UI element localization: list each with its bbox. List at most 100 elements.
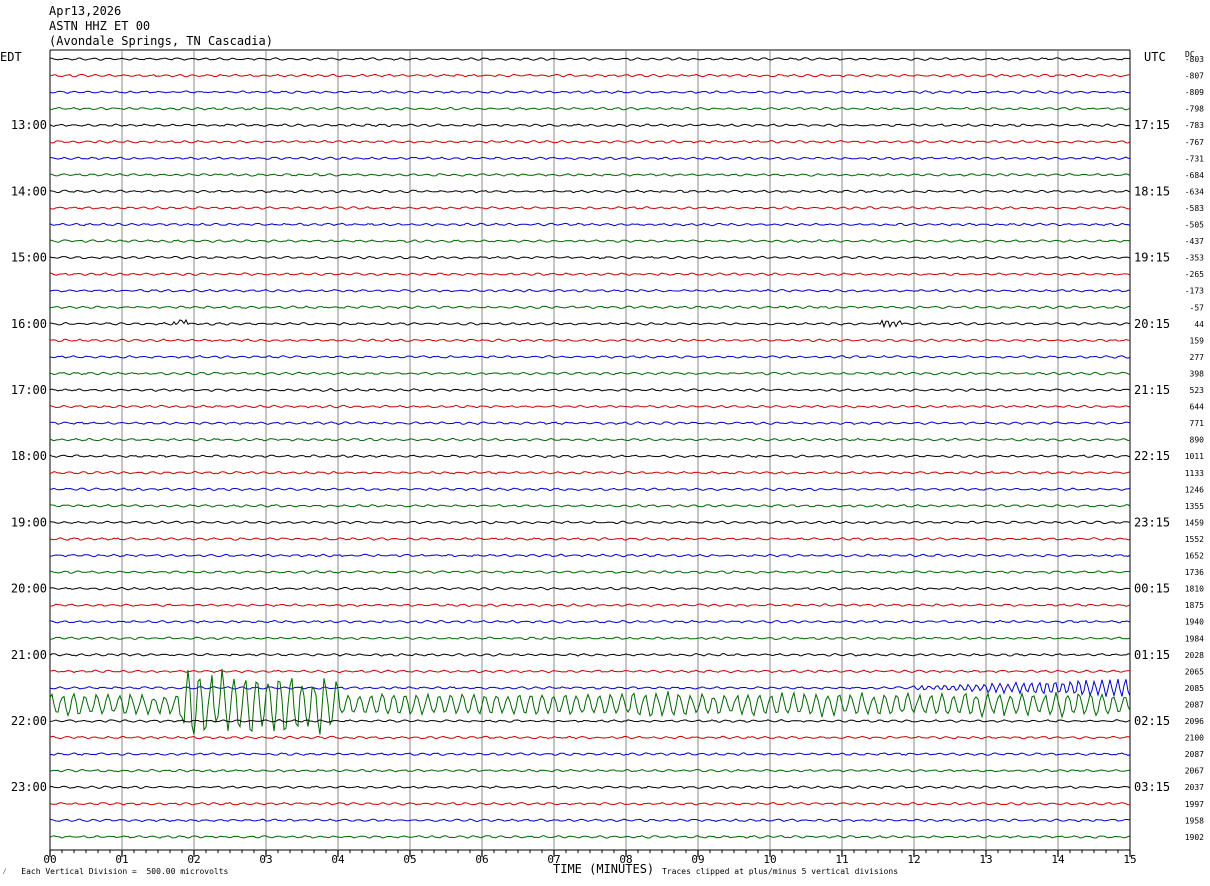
seismic-trace xyxy=(49,619,1131,624)
left-hour-label: 13:00 xyxy=(11,118,47,132)
x-tick-label: 06 xyxy=(475,853,488,866)
x-tick-label: 08 xyxy=(619,853,632,866)
axis-labels: 00 01 02 03 04 05 06 07 08 09 10 11 12 13 14 15-803-807… xyxy=(11,55,1204,866)
x-tick-label: 00 xyxy=(43,853,56,866)
dc-offset-label: -437 xyxy=(1185,237,1204,246)
seismic-trace xyxy=(49,355,1131,359)
dc-offset-label: -265 xyxy=(1185,270,1204,279)
seismic-trace xyxy=(49,835,1131,839)
dc-offset-label: -798 xyxy=(1185,105,1204,114)
dc-offset-label: 2085 xyxy=(1185,684,1204,693)
dc-offset-label: 44 xyxy=(1194,320,1204,329)
seismic-trace xyxy=(49,785,1131,790)
dc-offset-label: -731 xyxy=(1185,154,1204,163)
right-hour-label: 01:15 xyxy=(1134,648,1170,662)
seismic-trace xyxy=(49,189,1131,194)
left-hour-label: 22:00 xyxy=(11,714,47,728)
left-hour-label: 16:00 xyxy=(11,317,47,331)
x-tick-label: 05 xyxy=(403,853,416,866)
dc-offset-label: -353 xyxy=(1185,254,1204,263)
x-tick-label: 07 xyxy=(547,853,560,866)
dc-offset-label: 2067 xyxy=(1185,767,1204,776)
dc-offset-label: 1011 xyxy=(1185,452,1204,461)
right-hour-label: 22:15 xyxy=(1134,449,1170,463)
seismic-trace xyxy=(49,57,1131,61)
x-tick-label: 02 xyxy=(187,853,200,866)
x-axis-title: TIME (MINUTES) xyxy=(553,862,655,876)
dc-offset-label: 523 xyxy=(1190,386,1205,395)
seismic-trace xyxy=(49,272,1131,276)
header-station: ASTN HHZ ET 00 xyxy=(49,19,151,33)
x-tick-label: 11 xyxy=(835,853,848,866)
dc-offset-label: 1552 xyxy=(1185,535,1204,544)
seismic-trace xyxy=(49,586,1131,591)
dc-offset-label: 771 xyxy=(1190,419,1205,428)
x-tick-label: 15 xyxy=(1123,853,1136,866)
right-hour-label: 17:15 xyxy=(1134,118,1170,132)
x-tick-label: 01 xyxy=(115,853,128,866)
dc-offset-label: 2028 xyxy=(1185,651,1204,660)
seismic-trace xyxy=(49,636,1131,641)
seismic-trace xyxy=(49,735,1131,740)
dc-offset-label: 1652 xyxy=(1185,552,1204,561)
right-hour-label: 19:15 xyxy=(1134,251,1170,265)
header-location: (Avondale Springs, TN Cascadia) xyxy=(49,34,273,48)
dc-offset-label: 1355 xyxy=(1185,502,1204,511)
dc-header-label: DC xyxy=(1185,50,1195,59)
dc-offset-label: 1875 xyxy=(1185,601,1204,610)
seismic-trace xyxy=(49,206,1130,210)
right-hour-label: 20:15 xyxy=(1134,317,1170,331)
right-hour-label: 23:15 xyxy=(1134,515,1170,529)
seismic-trace xyxy=(49,818,1131,823)
x-tick-label: 10 xyxy=(763,853,776,866)
left-hour-label: 20:00 xyxy=(11,582,47,596)
seismic-trace xyxy=(49,768,1131,773)
dc-offset-label: 890 xyxy=(1190,436,1205,445)
seismic-trace xyxy=(49,487,1131,492)
seismic-trace xyxy=(49,652,1131,657)
dc-offset-label: -173 xyxy=(1185,287,1204,296)
scale-note-text: Each Vertical Division = 500.00 microvol… xyxy=(21,867,229,876)
dc-offset-label: 2037 xyxy=(1185,783,1204,792)
dc-offset-label: -809 xyxy=(1185,88,1204,97)
seismic-trace xyxy=(49,454,1131,459)
right-hour-label: 03:15 xyxy=(1134,780,1170,794)
x-tick-label: 03 xyxy=(259,853,272,866)
dc-offset-label: 644 xyxy=(1190,403,1205,412)
trace-group xyxy=(49,57,1131,839)
right-hour-label: 18:15 xyxy=(1134,184,1170,198)
dc-offset-label: -57 xyxy=(1190,303,1205,312)
seismic-trace xyxy=(49,73,1131,78)
dc-offset-label: -807 xyxy=(1185,72,1204,81)
right-hour-label: 02:15 xyxy=(1134,714,1170,728)
dc-offset-label: 2100 xyxy=(1185,734,1204,743)
seismic-trace xyxy=(49,338,1131,343)
seismic-trace xyxy=(49,106,1131,111)
seismic-trace xyxy=(49,570,1131,574)
seismic-trace xyxy=(49,388,1131,392)
dc-offset-label: -634 xyxy=(1185,187,1204,196)
left-timezone-label: EDT xyxy=(0,50,22,64)
seismic-trace xyxy=(50,669,1131,674)
dc-offset-label: 1958 xyxy=(1185,816,1204,825)
header-date: Apr13,2026 xyxy=(49,4,122,18)
grid-lines xyxy=(49,49,1131,857)
dc-offset-label: -767 xyxy=(1185,138,1204,147)
seismic-trace xyxy=(49,239,1131,243)
seismic-trace xyxy=(49,371,1131,376)
dc-offset-label: 1940 xyxy=(1185,618,1204,627)
dc-offset-label: 1459 xyxy=(1185,518,1204,527)
seismic-trace xyxy=(49,537,1130,541)
dc-offset-label: 1810 xyxy=(1185,585,1204,594)
left-hour-label: 17:00 xyxy=(11,383,47,397)
seismic-trace xyxy=(49,123,1131,128)
left-hour-label: 23:00 xyxy=(11,780,47,794)
dc-offset-label: 1902 xyxy=(1185,833,1204,842)
left-hour-label: 18:00 xyxy=(11,449,47,463)
seismic-trace xyxy=(49,752,1131,756)
dc-offset-label: 1997 xyxy=(1185,800,1204,809)
seismic-trace xyxy=(49,156,1131,161)
dc-offset-label: 1736 xyxy=(1185,568,1204,577)
x-tick-label: 14 xyxy=(1051,853,1065,866)
dc-offset-label: 2087 xyxy=(1185,750,1204,759)
